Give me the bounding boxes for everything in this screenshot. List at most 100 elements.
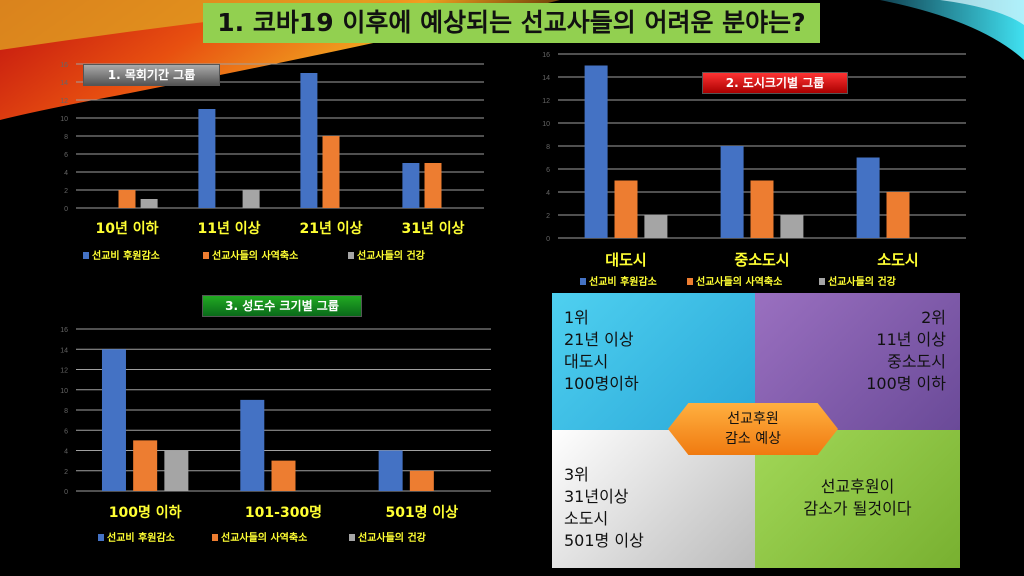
bar-2 [322,136,340,208]
y-tick-label: 4 [546,190,550,197]
y-tick-label: 16 [60,327,68,334]
bar-2 [750,180,774,238]
y-tick-label: 4 [64,449,68,456]
conclusion-line-1: 선교후원이 [820,477,895,496]
bar-1 [856,157,880,238]
legend-swatch [83,252,89,259]
legend-label: 선교사들의 건강 [828,275,897,288]
y-tick-label: 14 [542,75,550,82]
bar-1 [101,349,126,491]
y-tick-label: 6 [546,167,550,174]
bar-2 [886,192,910,238]
y-tick-label: 16 [542,52,550,59]
rank-period: 21년 이상 [564,330,634,349]
y-tick-label: 10 [542,121,550,128]
rank-label: 2위 [921,308,946,327]
legend-label: 선교비 후원감소 [589,275,657,288]
bar-1 [198,109,216,208]
y-tick-label: 12 [542,98,550,105]
rank-city: 중소도시 [887,352,946,371]
legend-label: 선교사들의 건강 [357,249,426,262]
y-tick-label: 0 [64,206,68,213]
chart-3-title-badge: 3. 성도수 크기별 그룹 [202,295,362,317]
y-tick-label: 2 [64,188,68,195]
legend-swatch [349,534,355,541]
rank-label: 1위 [564,308,589,327]
legend-swatch [687,278,693,285]
bar-1 [378,450,403,491]
y-tick-label: 14 [60,80,68,87]
x-category-label: 501명 이상 [385,504,458,521]
legend-swatch [203,252,209,259]
rank-city: 대도시 [564,352,609,371]
bar-2 [424,163,442,208]
x-category-label: 소도시 [877,251,918,269]
x-category-label: 중소도시 [734,251,789,269]
x-category-label: 100명 이하 [109,504,182,521]
legend-label: 선교사들의 사역축소 [212,249,298,262]
chart-2-title-badge: 2. 도시크기별 그룹 [702,72,848,94]
legend-swatch [98,534,104,541]
rank-label: 3위 [564,465,589,484]
legend-swatch [348,252,354,259]
summary-rank-2: 2위 11년 이상 중소도시 100명 이하 [755,293,960,430]
chart-1-title-badge: 1. 목회기간 그룹 [83,64,220,86]
callout-line-2: 감소 예상 [725,431,781,447]
y-tick-label: 6 [64,152,68,159]
legend-swatch [212,534,218,541]
conclusion-line-2: 감소가 될것이다 [803,499,912,518]
bar-1 [584,65,608,238]
summary-rank-3: 3위 31년이상 소도시 501명 이상 [552,430,755,568]
rank-city: 소도시 [564,509,609,528]
center-callout-arrow: 선교후원 감소 예상 [668,403,838,455]
legend-label: 선교사들의 건강 [358,531,427,544]
y-tick-label: 8 [546,144,550,151]
legend-swatch [580,278,586,285]
x-category-label: 31년 이상 [402,220,465,237]
bar-1 [402,163,420,208]
bar-3 [164,450,189,491]
rank-period: 31년이상 [564,487,629,506]
bar-2 [118,190,136,208]
y-tick-label: 2 [64,469,68,476]
legend-label: 선교비 후원감소 [92,249,160,262]
y-tick-label: 8 [64,134,68,141]
bar-3 [780,215,804,238]
legend-label: 선교사들의 사역축소 [221,531,307,544]
y-tick-label: 4 [64,170,68,177]
x-category-label: 11년 이상 [198,220,261,237]
y-tick-label: 0 [64,489,68,496]
x-category-label: 101-300명 [245,504,322,521]
slide-title: 1. 코바19 이후에 예상되는 선교사들의 어려운 분야는? [203,3,820,43]
y-tick-label: 10 [60,116,68,123]
rank-size: 100명 이하 [866,374,946,393]
x-category-label: 대도시 [605,251,646,269]
bar-2 [614,180,638,238]
y-tick-label: 2 [546,213,550,220]
x-category-label: 10년 이하 [96,220,159,237]
bar-3 [242,190,260,208]
legend-label: 선교사들의 사역축소 [696,275,782,288]
y-tick-label: 6 [64,428,68,435]
bar-2 [409,470,434,491]
legend-label: 선교비 후원감소 [107,531,175,544]
y-tick-label: 14 [60,347,68,354]
bar-3 [140,199,158,208]
bar-3 [644,215,668,238]
bar-1 [240,399,265,491]
x-category-label: 21년 이상 [300,220,363,237]
y-tick-label: 0 [546,236,550,243]
y-tick-label: 12 [60,368,68,375]
legend-swatch [819,278,825,285]
y-tick-label: 12 [60,98,68,105]
bar-2 [271,460,296,491]
rank-size: 100명이하 [564,374,639,393]
y-tick-label: 16 [60,62,68,69]
rank-period: 11년 이상 [876,330,946,349]
bar-1 [300,73,318,208]
y-tick-label: 10 [60,388,68,395]
bar-1 [720,146,744,238]
rank-size: 501명 이상 [564,531,644,550]
callout-line-1: 선교후원 [727,411,779,427]
